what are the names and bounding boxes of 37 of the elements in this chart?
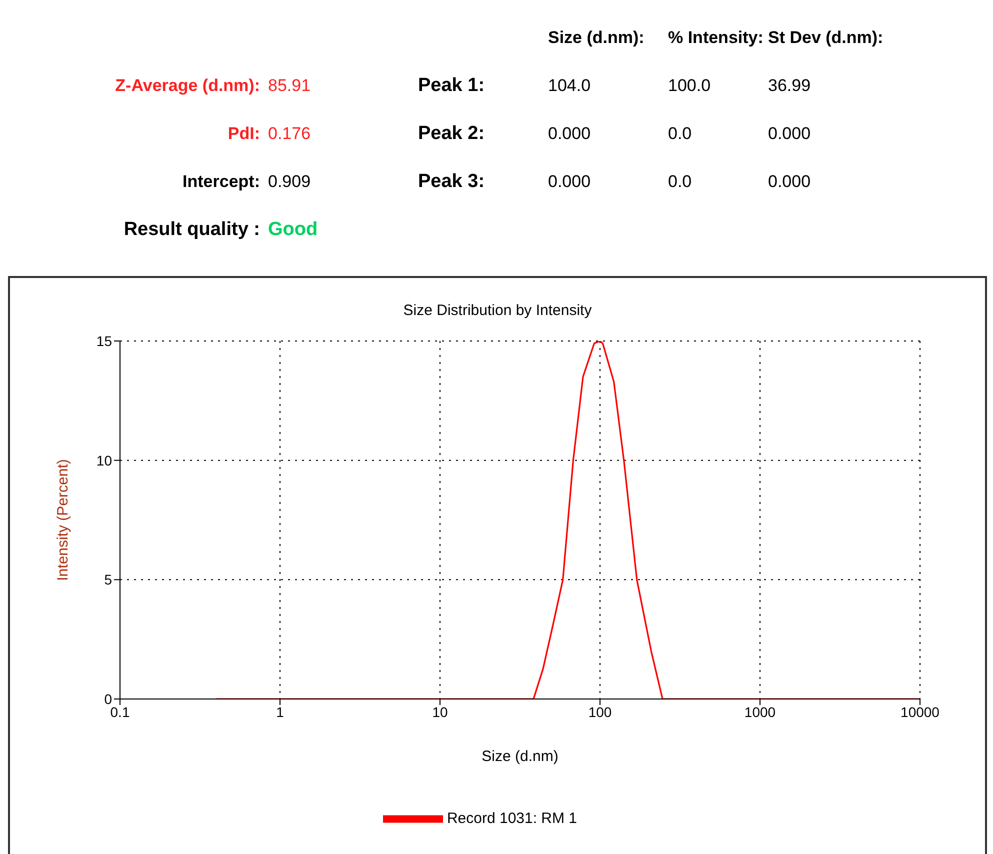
- x-tick-label: 10: [432, 704, 448, 720]
- y-tick-label: 5: [104, 572, 112, 588]
- text: St Dev (d.nm):: [768, 28, 884, 48]
- text: 0.000: [548, 124, 592, 144]
- text: 85.91: [268, 76, 312, 96]
- text: 100.0: [668, 76, 712, 96]
- x-tick-label: 1000: [744, 704, 776, 720]
- text: Z-Average (d.nm):: [114, 76, 261, 96]
- y-tick-label: 10: [96, 452, 112, 468]
- y-tick-label: 15: [96, 332, 112, 349]
- text: 0.0: [668, 124, 693, 144]
- text: 0.909: [268, 172, 312, 192]
- text: 0.000: [768, 124, 812, 144]
- text: Result quality :: [122, 219, 261, 241]
- text: Peak 1:: [417, 75, 486, 97]
- x-tick-label: 0.1: [110, 704, 130, 720]
- text: 0.0: [668, 172, 693, 192]
- text: 0.176: [268, 124, 312, 144]
- x-tick-label: 1: [276, 704, 284, 720]
- y-tick-label: 0: [104, 690, 112, 707]
- text: Good: [268, 219, 319, 241]
- text: % Intensity:: [668, 28, 764, 48]
- text: 36.99: [768, 76, 812, 96]
- text: 0.000: [548, 172, 592, 192]
- x-tick-label: 100: [588, 704, 612, 720]
- legend-label: Record 1031: RM 1: [446, 810, 578, 828]
- text: PdI:: [226, 124, 261, 144]
- text: 0.000: [768, 172, 812, 192]
- y-axis-title: Intensity (Percent): [54, 459, 72, 581]
- text: Peak 3:: [417, 171, 486, 193]
- text: Peak 2:: [417, 123, 486, 145]
- chart-title: Size Distribution by Intensity: [402, 302, 593, 319]
- text: 104.0: [548, 76, 592, 96]
- x-axis-title: Size (d.nm): [482, 748, 558, 765]
- x-tick-label: 10000: [900, 704, 940, 720]
- text: Intercept:: [182, 172, 261, 192]
- text: Size (d.nm):: [548, 28, 646, 48]
